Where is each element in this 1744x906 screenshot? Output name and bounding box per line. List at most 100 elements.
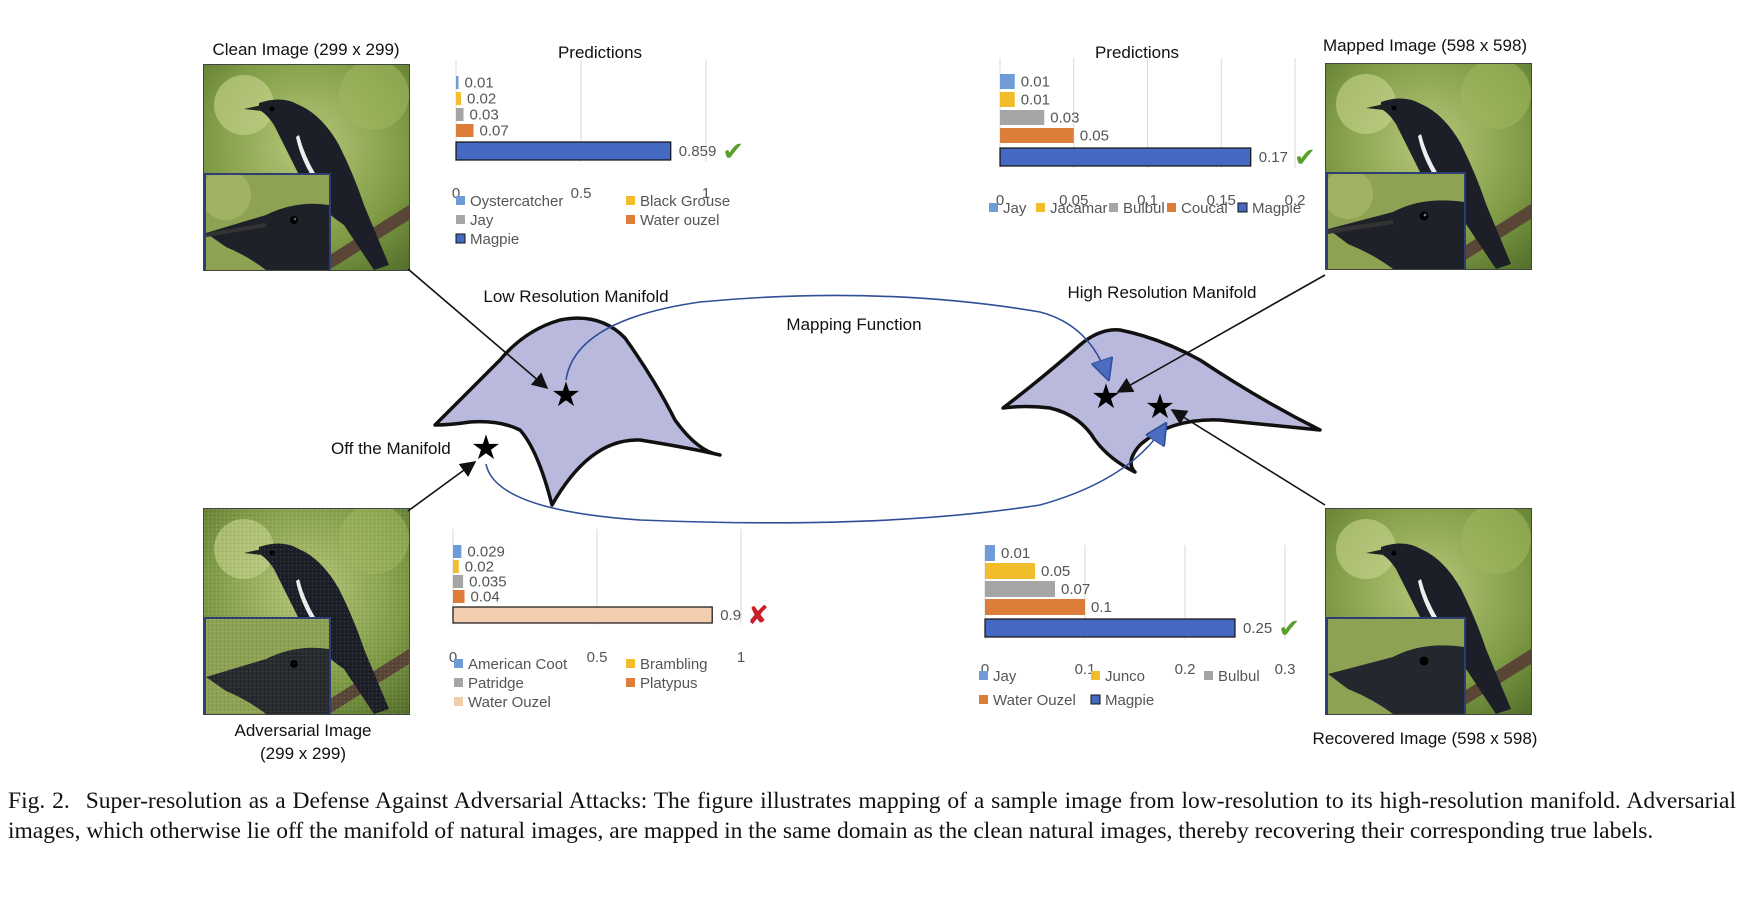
x-tick-label: 0.1 (1075, 661, 1096, 678)
off-manifold-star-icon: ★ (471, 429, 501, 467)
bar-oystercatcher (456, 76, 459, 89)
bar-magpie (455, 141, 672, 161)
bar-value-label: 0.05 (1041, 563, 1070, 580)
x-tick-label: 0.1 (1137, 192, 1158, 209)
chart-title: Predictions (1095, 43, 1179, 62)
x-tick-label: 0 (981, 661, 989, 678)
legend-swatch (1237, 202, 1248, 213)
legend-swatch (626, 215, 635, 224)
x-tick-label: 1 (702, 185, 710, 202)
legend-label: Patridge (468, 675, 524, 692)
legend-swatch (626, 678, 635, 687)
bar-value-label: 0.859 (679, 143, 717, 160)
legend-label: Junco (1105, 668, 1145, 685)
bar-value-label: 0.03 (1050, 110, 1079, 127)
legend-swatch (456, 196, 465, 205)
x-tick-label: 0.3 (1275, 661, 1296, 678)
low-resolution-manifold (433, 316, 722, 507)
bar-bulbul (1000, 110, 1045, 125)
x-tick-label: 0.5 (571, 185, 592, 202)
bar-value-label: 0.17 (1259, 149, 1288, 166)
bar-jay (456, 108, 464, 121)
legend-label: Black Grouse (640, 193, 730, 210)
legend-swatch (1090, 694, 1101, 705)
legend-swatch (979, 695, 988, 704)
legend-label: Jay (470, 212, 494, 229)
mapped-image (1325, 63, 1532, 270)
bar-value-label: 0.07 (1061, 581, 1090, 598)
legend-label: Brambling (640, 656, 708, 673)
bar-value-label: 0.01 (1021, 92, 1050, 109)
legend-swatch (454, 697, 463, 706)
recovered-predictions-chart: 0.01 0.05 0.07 0.1 0.25 ✔ 0 0.1 0.2 0.3 Jay Junco Bu… (965, 529, 1305, 735)
bar-value-label: 0.01 (465, 75, 494, 92)
x-tick-label: 0.5 (587, 649, 608, 666)
bar-magpie (999, 147, 1252, 167)
recovered-image-label: Recovered Image (598 x 598) (1312, 729, 1538, 748)
mapped-predictions-chart: Predictions 0.01 0.01 0.03 0.05 0.17 ✔ 0 0.05 0.1… (975, 38, 1335, 238)
bar-value-label: 0.02 (467, 91, 496, 108)
bar-value-label: 0.029 (467, 544, 505, 561)
bar-jacamar (1000, 92, 1015, 107)
bar-water-ouzel (456, 124, 474, 137)
x-tick-label: 0 (996, 192, 1004, 209)
off-manifold-label: Off the Manifold (331, 439, 451, 458)
legend-label: Platypus (640, 675, 698, 692)
recovered-image (1325, 508, 1532, 715)
x-tick-label: 0.15 (1207, 192, 1236, 209)
bar-water-ouzel (452, 606, 713, 624)
clean-image-zoom-inset (204, 173, 331, 270)
mapping-function-label: Mapping Function (786, 315, 922, 334)
x-tick-label: 0.05 (1059, 192, 1088, 209)
legend-label: Jay (1003, 200, 1027, 217)
bar-black-grouse (456, 92, 461, 105)
bar-platypus (453, 590, 465, 603)
low-res-star-icon: ★ (551, 376, 581, 414)
bar-value-label: 0.04 (471, 589, 500, 606)
legend-label: Jay (993, 668, 1017, 685)
clean-chart-svg: Predictions 0.010.020.030.07 0.859 ✔ 0 0.5 1 Oy… (452, 43, 744, 248)
x-tick-label: 0 (452, 185, 460, 202)
bar-patridge (453, 575, 464, 588)
bar-junco (985, 563, 1035, 579)
x-tick-label: 0.2 (1285, 192, 1306, 209)
high-resolution-manifold-label: High Resolution Manifold (1067, 283, 1257, 302)
legend-swatch (626, 196, 635, 205)
recovered-image-zoom-inset (1326, 617, 1466, 714)
adversarial-image-label: Adversarial Image (234, 721, 372, 740)
mapped-star-icon: ★ (1091, 378, 1121, 416)
clean-image (203, 64, 410, 271)
bar-value-label: 0.07 (480, 123, 509, 140)
legend-swatch (1109, 203, 1118, 212)
figure-caption: Fig. 2. Super-resolution as a Defense Aga… (8, 786, 1736, 846)
checkmark-icon: ✔ (1278, 613, 1300, 643)
legend-label: Bulbul (1218, 668, 1260, 685)
bar-bulbul (985, 581, 1055, 597)
legend-swatch (1091, 671, 1100, 680)
bar-value-label: 0.03 (470, 107, 499, 124)
high-resolution-manifold (1001, 328, 1322, 474)
figure-label: Fig. 2. (8, 788, 70, 814)
legend-swatch (454, 659, 463, 668)
checkmark-icon: ✔ (1294, 142, 1316, 172)
bar-value-label: 0.05 (1080, 128, 1109, 145)
low-resolution-manifold-label: Low Resolution Manifold (483, 287, 669, 306)
legend-label: Oystercatcher (470, 193, 563, 210)
legend-swatch (456, 215, 465, 224)
chart-title: Predictions (558, 43, 642, 62)
legend-label: Water Ouzel (993, 692, 1076, 709)
bar-jay (1000, 74, 1015, 89)
legend-swatch (1167, 203, 1176, 212)
legend-swatch (979, 671, 988, 680)
x-tick-label: 0.2 (1175, 661, 1196, 678)
bar-magpie (984, 618, 1236, 638)
legend-label: Bulbul (1123, 200, 1165, 217)
legend-label: Magpie (1252, 200, 1301, 217)
legend-swatch (626, 659, 635, 668)
legend-swatch (989, 203, 998, 212)
legend-label: Water Ouzel (468, 694, 551, 711)
legend-swatch (1204, 671, 1213, 680)
manifold-diagram: ★ ★ ★ ★ (407, 268, 1326, 524)
